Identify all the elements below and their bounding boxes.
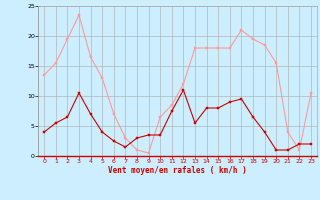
X-axis label: Vent moyen/en rafales ( km/h ): Vent moyen/en rafales ( km/h ) <box>108 166 247 175</box>
